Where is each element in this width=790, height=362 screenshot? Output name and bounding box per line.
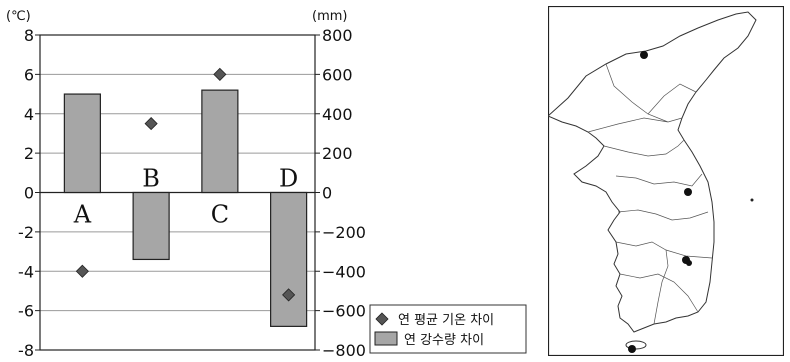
korean-peninsula-map [548, 6, 784, 356]
left-axis-unit: (℃) [6, 9, 31, 24]
right-tick-label: 400 [322, 105, 353, 124]
left-tick-label: -8 [18, 341, 34, 360]
location-marker-southeast-b [686, 260, 692, 266]
precipitation-bars [63, 89, 308, 327]
left-tick-label: 0 [24, 184, 34, 203]
location-marker-east-coast [684, 188, 692, 196]
temp-point-d [282, 288, 296, 302]
right-tick-label: 200 [322, 144, 353, 163]
ulleung-island [750, 198, 754, 202]
legend-bar-swatch [374, 331, 398, 346]
precip-bar-c [201, 89, 239, 194]
location-marker-north [640, 51, 648, 59]
legend-diamond-marker [375, 312, 389, 326]
left-tick-label: 4 [24, 105, 34, 124]
location-marker-jeju [628, 345, 636, 353]
temp-point-c [213, 67, 227, 81]
right-tick-label: −800 [322, 341, 366, 360]
right-tick-labels: 800 600 400 200 0 −200 −400 −600 −800 [322, 26, 366, 360]
region-boundaries [587, 63, 713, 325]
category-label-d: D [279, 165, 298, 193]
left-tick-label: -6 [18, 302, 34, 321]
plot-frame [39, 34, 316, 351]
precip-bar-d [270, 191, 308, 327]
category-label-b: B [142, 165, 160, 193]
legend-temp-label: 연 평균 기온 차이 [398, 313, 494, 328]
map-frame [548, 6, 784, 356]
left-tick-label: 8 [24, 26, 34, 45]
precip-bar-a [63, 93, 101, 194]
left-tick-label: 2 [24, 144, 34, 163]
left-tick-label: -2 [18, 223, 34, 242]
right-tick-label: 0 [322, 184, 332, 203]
right-tick-label: −600 [322, 302, 366, 321]
climate-chart: (℃) (mm) 8 6 4 2 0 -2 -4 -6 -8 800 600 400 200 0 −200… [6, 9, 527, 360]
legend: 연 평균 기온 차이 연 강수량 차이 [369, 304, 527, 354]
right-tick-label: 800 [322, 26, 353, 45]
right-tick-label: −200 [322, 223, 366, 242]
category-label-a: A [73, 201, 92, 229]
category-label-c: C [211, 201, 229, 229]
temperature-points [75, 67, 296, 302]
right-axis-unit: (mm) [312, 9, 347, 24]
peninsula-outline [548, 11, 757, 333]
temp-point-a [75, 264, 89, 278]
right-tick-label: −400 [322, 262, 366, 281]
left-tick-label: -4 [18, 262, 34, 281]
category-labels: A B C D [73, 165, 299, 229]
left-tick-label: 6 [24, 65, 34, 84]
legend-precip-label: 연 강수량 차이 [404, 333, 484, 348]
temp-point-b [144, 117, 158, 131]
precip-bar-b [132, 191, 170, 261]
right-tick-label: 600 [322, 65, 353, 84]
left-tick-labels: 8 6 4 2 0 -2 -4 -6 -8 [18, 26, 34, 360]
